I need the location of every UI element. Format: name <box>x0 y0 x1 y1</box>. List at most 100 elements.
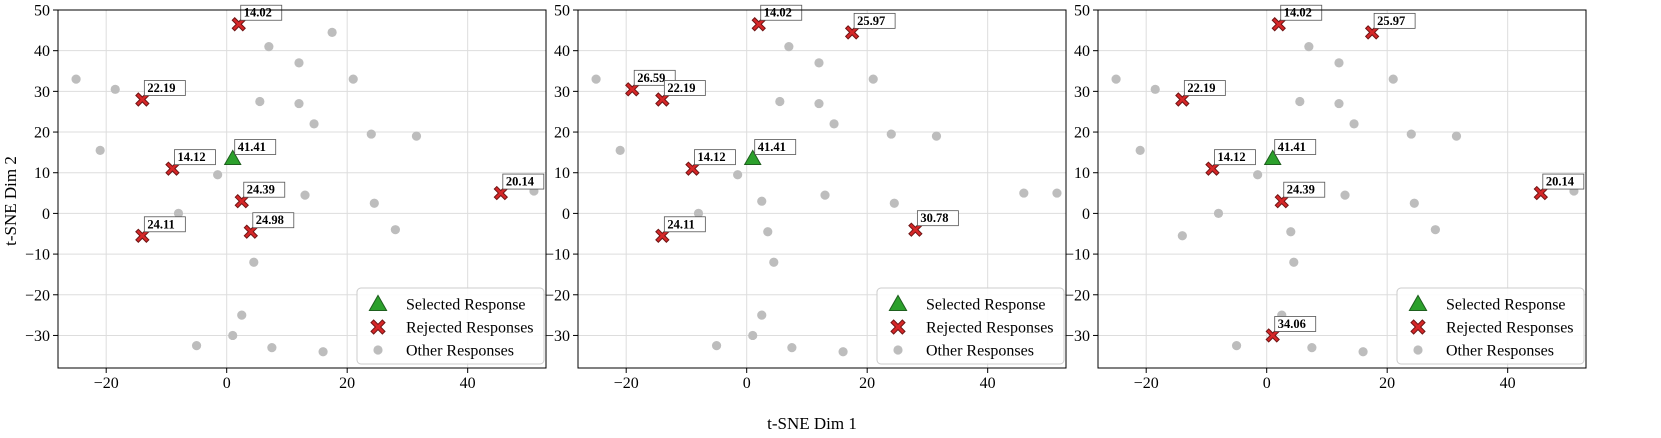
legend-entry-label: Selected Response <box>1446 297 1566 314</box>
legend-entry-label: Selected Response <box>406 297 526 314</box>
other-response-point <box>255 96 265 107</box>
y-tick-label: −30 <box>1065 328 1090 345</box>
annotation-label: 14.12 <box>177 150 205 164</box>
annotation-label: 22.19 <box>667 81 695 95</box>
other-response-point <box>1406 129 1416 139</box>
annotation-box <box>1214 149 1256 166</box>
annotation-label: 24.39 <box>247 183 275 197</box>
y-tick-label: 50 <box>34 3 50 20</box>
annotation-box <box>243 181 286 198</box>
annotation-label: 41.41 <box>238 140 266 154</box>
annotation-label: 14.12 <box>697 150 725 164</box>
legend-rejected-icon <box>890 319 906 335</box>
other-response-point <box>733 170 743 180</box>
y-tick-label: 40 <box>554 43 570 60</box>
rejected-response-marker <box>1271 17 1286 32</box>
other-response-point <box>1409 198 1419 208</box>
annotation-box <box>1183 80 1226 96</box>
x-tick-label: 40 <box>980 375 996 392</box>
annotation-label: 24.98 <box>256 213 284 227</box>
legend-selected-icon <box>888 294 908 311</box>
annotation-label: 14.02 <box>244 6 272 20</box>
rejected-response-marker <box>625 82 640 97</box>
y-tick-label: 0 <box>42 206 50 223</box>
other-response-point <box>787 343 797 353</box>
other-response-point <box>838 347 848 357</box>
other-response-point <box>748 330 758 341</box>
annotation-label: 14.02 <box>764 6 792 20</box>
annotation-box <box>252 212 295 229</box>
other-response-point <box>769 257 779 267</box>
annotation-box <box>663 80 706 96</box>
y-tick-label: 30 <box>554 84 570 101</box>
other-response-point <box>71 74 81 84</box>
other-response-point <box>390 225 400 235</box>
other-response-point <box>1430 225 1440 235</box>
scatter-panel-2: −20 0 20 40 −30 −20 −10 0 10 20 30 40 50 14.02 25.97 26… <box>545 3 1067 392</box>
other-response-point <box>1340 190 1350 200</box>
legend-entry-label: Other Responses <box>1446 343 1554 360</box>
annotation-box <box>234 139 277 155</box>
x-tick-label: 40 <box>460 375 476 392</box>
other-response-point <box>1304 42 1314 52</box>
rejected-response-marker <box>655 228 670 243</box>
y-tick-label: −10 <box>545 247 570 264</box>
rejected-response-marker <box>908 222 923 237</box>
legend-rejected-icon <box>370 319 386 335</box>
other-response-point <box>411 131 422 141</box>
other-response-point <box>889 198 899 208</box>
legend-box <box>356 287 545 365</box>
legend-entry-label: Other Responses <box>926 343 1034 360</box>
other-response-point <box>1019 188 1029 198</box>
other-response-point <box>784 42 794 52</box>
other-response-point <box>711 341 722 351</box>
rejected-response-marker <box>165 161 180 176</box>
rejected-response-marker <box>844 25 860 40</box>
x-tick-label: −20 <box>1134 375 1159 392</box>
other-response-point <box>327 27 337 37</box>
y-tick-label: 40 <box>1074 43 1090 60</box>
selected-response-marker <box>743 149 762 166</box>
selected-response-marker <box>223 149 242 166</box>
legend: Selected Response Rejected Responses Other… <box>876 287 1065 365</box>
annotation-label: 20.14 <box>1546 175 1575 189</box>
other-response-point <box>237 310 247 320</box>
other-response-point <box>757 310 767 320</box>
other-response-point <box>1213 208 1224 219</box>
legend-entry-label: Rejected Responses <box>926 320 1054 337</box>
other-response-point <box>294 98 304 109</box>
annotation-label: 22.19 <box>147 81 175 95</box>
other-response-point <box>814 58 824 68</box>
x-tick-label: −20 <box>614 375 639 392</box>
other-response-point <box>300 190 310 200</box>
other-response-point <box>191 341 202 351</box>
y-tick-label: −20 <box>545 287 570 304</box>
rejected-response-marker <box>1265 328 1280 343</box>
annotation-label: 24.11 <box>667 217 694 231</box>
annotation-box <box>240 4 283 21</box>
rejected-response-marker <box>1175 92 1190 107</box>
y-tick-label: 0 <box>562 206 570 223</box>
other-response-point <box>1334 58 1344 68</box>
other-response-point <box>868 74 878 84</box>
x-tick-label: 0 <box>743 375 751 392</box>
other-response-point <box>1289 257 1299 267</box>
other-response-point <box>1451 131 1462 141</box>
other-response-point <box>615 145 625 155</box>
other-response-point <box>1388 74 1398 84</box>
y-tick-label: −20 <box>1065 287 1090 304</box>
rejected-response-marker <box>243 224 258 239</box>
other-response-point <box>1150 84 1160 94</box>
annotation-box <box>754 139 797 155</box>
other-response-point <box>1231 341 1242 351</box>
other-response-point <box>110 84 120 94</box>
other-response-point <box>814 98 824 109</box>
annotation-box <box>1274 139 1317 155</box>
legend-selected-icon <box>368 294 388 311</box>
plot-frame <box>57 9 547 369</box>
other-response-point <box>1307 343 1317 353</box>
other-response-point <box>1052 188 1062 198</box>
annotation-box <box>1542 173 1585 190</box>
y-tick-label: 10 <box>1074 165 1090 182</box>
